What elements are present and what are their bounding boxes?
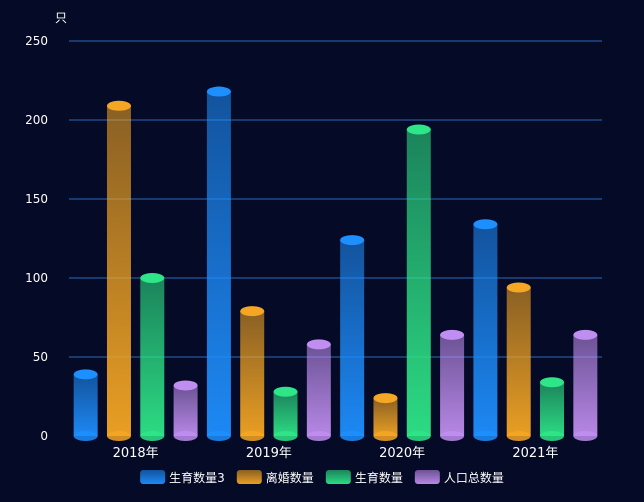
legend-swatch <box>414 470 440 484</box>
legend-swatch <box>236 470 262 484</box>
bar-body <box>206 91 231 436</box>
bar[interactable] <box>373 393 398 441</box>
y-tick-label: 150 <box>25 192 48 206</box>
bar[interactable] <box>73 369 98 441</box>
y-tick-label: 200 <box>25 113 48 127</box>
bar[interactable] <box>406 124 431 441</box>
bar-body <box>306 344 331 436</box>
y-tick-labels: 0 50 100 150 200 250 <box>25 34 48 443</box>
bar-body <box>173 385 198 436</box>
y-tick-label: 0 <box>40 429 48 443</box>
legend-item[interactable]: 人口总数量 <box>414 470 504 485</box>
y-tick-label: 50 <box>33 350 48 364</box>
x-tick-labels: 2018年 2019年 2020年 2021年 <box>113 446 559 461</box>
x-tick-label: 2021年 <box>512 446 558 461</box>
bar-body <box>240 311 265 436</box>
bar-top <box>273 386 298 397</box>
bar-top <box>206 86 231 97</box>
bar[interactable] <box>173 380 198 441</box>
bar-top <box>473 219 498 230</box>
bar[interactable] <box>273 386 298 441</box>
bar-body <box>373 398 398 436</box>
legend-label: 生育数量 <box>355 470 403 485</box>
bar-body <box>573 334 598 436</box>
bar-body <box>340 240 365 436</box>
x-tick-label: 2020年 <box>379 446 425 461</box>
bar-top <box>573 329 598 340</box>
bar-body <box>140 278 165 436</box>
bar-body <box>440 334 465 436</box>
legend-swatch <box>325 470 351 484</box>
bar[interactable] <box>140 273 165 441</box>
bar[interactable] <box>340 235 365 441</box>
bar-top <box>540 377 565 388</box>
y-tick-label: 100 <box>25 271 48 285</box>
bar[interactable] <box>473 219 498 441</box>
legend-item[interactable]: 生育数量 <box>325 470 403 485</box>
bar-body <box>273 391 298 436</box>
y-tick-label: 250 <box>25 34 48 48</box>
bar-top <box>140 273 165 283</box>
bar[interactable] <box>440 329 465 441</box>
legend-item[interactable]: 离婚数量 <box>236 470 314 485</box>
bar[interactable] <box>240 306 265 441</box>
bar[interactable] <box>506 282 531 441</box>
bar[interactable] <box>106 100 131 441</box>
bars-layer <box>73 86 598 441</box>
bar-top <box>406 124 431 135</box>
y-axis-label: 只 <box>55 11 67 25</box>
legend: 生育数量3 离婚数量 生育数量 人口总数量 <box>140 470 504 485</box>
bar-top <box>106 100 131 111</box>
bar[interactable] <box>206 86 231 441</box>
bar-top <box>173 380 198 391</box>
bar-top <box>506 282 531 293</box>
legend-label: 离婚数量 <box>266 470 314 485</box>
bar-top <box>373 393 398 404</box>
legend-label: 人口总数量 <box>444 470 504 485</box>
x-tick-label: 2019年 <box>246 446 292 461</box>
bar[interactable] <box>306 339 331 441</box>
bar-body <box>406 129 431 437</box>
bar-top <box>340 235 365 246</box>
bar-body <box>473 224 498 436</box>
legend-swatch <box>140 470 166 484</box>
bar-body <box>73 374 98 436</box>
bar-body <box>506 287 531 436</box>
bar-top <box>73 369 98 380</box>
legend-label: 生育数量3 <box>169 470 225 485</box>
bar-top <box>306 339 331 350</box>
bar-body <box>540 382 565 436</box>
bar-body <box>106 105 131 436</box>
legend-item[interactable]: 生育数量3 <box>140 470 225 485</box>
bar[interactable] <box>540 377 565 441</box>
bar[interactable] <box>573 329 598 441</box>
bar-top <box>440 329 465 340</box>
x-tick-label: 2018年 <box>113 446 159 461</box>
bar-top <box>240 306 265 317</box>
